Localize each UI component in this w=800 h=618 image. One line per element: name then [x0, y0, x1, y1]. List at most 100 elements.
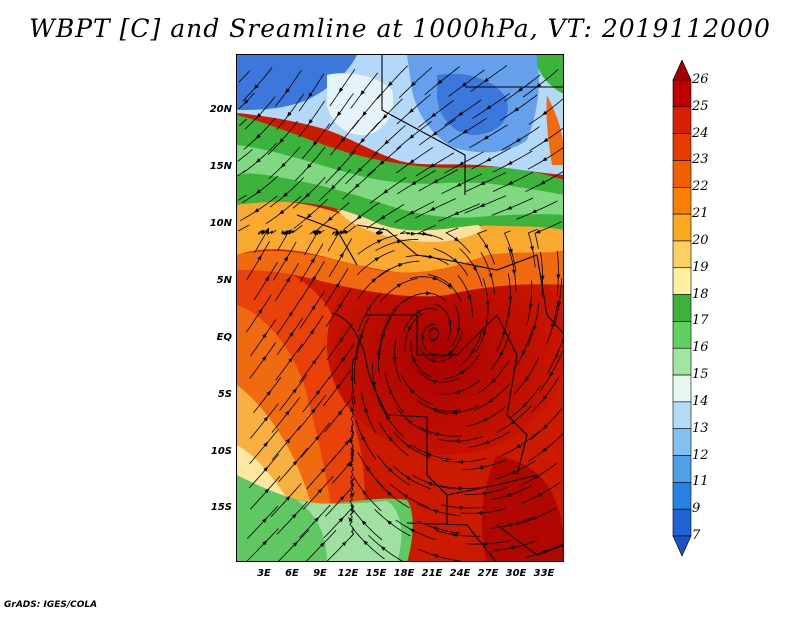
streamline-arrowhead: [557, 301, 562, 307]
streamline-arrowhead: [308, 119, 313, 125]
streamline-arrowhead: [263, 416, 269, 422]
streamline-arrowhead: [485, 301, 490, 307]
streamline: [357, 234, 398, 255]
streamline-arrowhead: [432, 131, 438, 136]
streamline: [466, 405, 507, 427]
streamline-arrowhead: [451, 533, 457, 537]
streamline: [546, 338, 563, 374]
streamline: [336, 225, 356, 235]
streamline: [238, 224, 250, 232]
streamline: [269, 177, 304, 208]
streamline: [464, 195, 506, 214]
streamline-arrowhead: [409, 159, 415, 164]
streamline: [465, 540, 511, 545]
streamline-arrowhead: [366, 305, 371, 311]
streamline-arrowhead: [310, 257, 315, 263]
streamline-arrowhead: [335, 282, 340, 288]
streamline-arrowhead: [317, 488, 323, 494]
streamline: [351, 94, 381, 130]
streamline-arrowhead: [337, 302, 342, 309]
streamline: [529, 127, 563, 152]
streamline: [372, 363, 382, 407]
streamline-arrowhead: [286, 277, 291, 283]
streamline-arrows: [243, 77, 562, 559]
streamline: [527, 147, 563, 170]
streamline-arrowhead: [285, 410, 290, 416]
streamline-arrowhead: [517, 87, 523, 92]
streamline: [473, 383, 510, 411]
streamline-arrowhead: [253, 84, 259, 90]
streamline: [239, 118, 247, 127]
streamline-arrowhead: [477, 510, 483, 515]
streamline-arrowhead: [376, 231, 383, 236]
streamline-arrowhead: [456, 182, 462, 187]
streamline-arrowhead: [255, 158, 261, 163]
streamline: [360, 391, 377, 434]
streamline: [247, 505, 279, 539]
streamline-arrowhead: [327, 216, 333, 222]
colorbar-label: 19: [692, 259, 709, 275]
streamline-arrowhead: [282, 192, 288, 198]
streamline: [249, 475, 281, 510]
streamline-arrowhead: [512, 269, 516, 275]
streamline-arrowhead: [380, 546, 386, 551]
streamline: [349, 121, 380, 156]
streamline: [509, 385, 541, 419]
streamline: [460, 508, 506, 514]
streamline: [410, 340, 432, 378]
streamline: [493, 540, 537, 551]
colorbar-segment: [672, 267, 692, 295]
colorbar-segment: [672, 347, 692, 376]
streamline-arrowhead: [309, 329, 315, 335]
streamline: [253, 377, 282, 414]
streamline: [314, 202, 350, 233]
streamline: [247, 528, 279, 561]
streamline-arrowhead: [262, 540, 268, 546]
streamline: [350, 72, 379, 109]
streamline: [398, 67, 433, 99]
streamline: [494, 460, 536, 480]
streamline: [432, 331, 463, 359]
streamline-arrowhead: [513, 107, 519, 112]
streamline-arrowhead: [458, 161, 464, 166]
streamline: [366, 146, 402, 177]
streamline-arrowhead: [432, 509, 438, 514]
streamline: [342, 168, 377, 200]
streamline-arrowhead: [479, 203, 485, 207]
streamline: [243, 117, 276, 150]
streamline-arrowhead: [426, 291, 432, 296]
streamline: [378, 333, 384, 378]
streamline-arrowhead: [372, 379, 377, 385]
streamline-arrowhead: [478, 465, 484, 470]
streamline-arrowhead: [506, 522, 513, 527]
lat-label-eq: EQ: [216, 332, 232, 343]
streamline-arrowhead: [349, 461, 354, 467]
streamline: [416, 224, 444, 240]
streamline: [540, 351, 563, 391]
streamline: [375, 239, 419, 252]
streamline-arrowhead: [305, 192, 311, 198]
streamline: [441, 173, 482, 194]
streamline-arrowhead: [382, 189, 389, 194]
streamline: [343, 202, 380, 230]
streamline: [276, 93, 305, 130]
streamline: [357, 451, 385, 489]
streamline-arrowhead: [542, 157, 548, 162]
streamline-arrowhead: [398, 263, 404, 268]
streamline-arrowhead: [510, 419, 516, 425]
streamline: [351, 527, 385, 560]
streamline: [275, 343, 303, 381]
colorbar-label: 25: [692, 98, 709, 114]
streamline: [464, 486, 509, 496]
streamline-arrowhead: [457, 505, 463, 510]
streamline: [418, 119, 456, 146]
streamline: [417, 400, 460, 412]
streamline-arrowhead: [536, 82, 542, 88]
streamline: [278, 447, 309, 483]
streamline-arrowhead: [454, 237, 460, 242]
streamline-arrowhead: [341, 356, 346, 362]
streamline-arrowhead: [524, 376, 529, 382]
streamline-arrowhead: [371, 277, 377, 283]
streamline-arrowhead: [262, 355, 267, 361]
streamline: [329, 68, 356, 107]
